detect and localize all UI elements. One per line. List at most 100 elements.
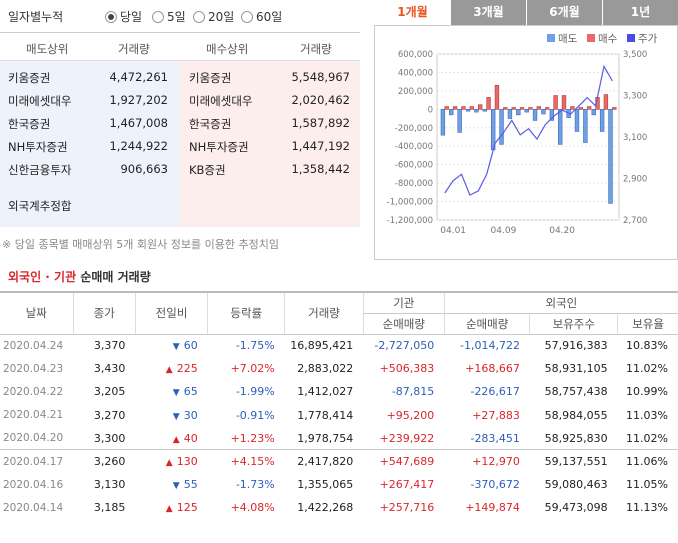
- cell-volume: 16,895,421: [290, 339, 354, 353]
- cell-foreign-ratio: 11.03%: [626, 408, 668, 422]
- trading-chart: 매도 매수 주가 600,000 400,000 200,000 0 -200,000 -400…: [374, 25, 678, 260]
- change-value: 125: [176, 501, 198, 515]
- cell-close: 3,185: [93, 501, 126, 515]
- cell-foreign-hold: 58,925,830: [544, 431, 608, 445]
- change-value: 130: [176, 455, 198, 469]
- cell-close: 3,205: [93, 385, 126, 399]
- cell-inst-net: +95,200: [386, 408, 435, 422]
- tab-3-month[interactable]: 3개월: [450, 0, 526, 25]
- sell-bar: [549, 109, 555, 121]
- table-row: 2020.04.14 3,185 ▲ 125 +4.08% 1,422,268 +257,7…: [0, 496, 678, 519]
- y-right-tick: 3,500: [623, 50, 647, 60]
- cell-foreign-hold: 58,931,105: [544, 362, 608, 376]
- cell-date: 2020.04.22: [3, 385, 64, 398]
- sell-bar: [516, 109, 521, 116]
- period-radio-today[interactable]: 당일: [105, 8, 142, 25]
- y-left-tick: -200,000: [395, 124, 433, 134]
- y-left-tick: -400,000: [395, 142, 433, 152]
- cell-foreign-ratio: 11.02%: [626, 431, 668, 445]
- cell-foreign-ratio: 11.05%: [626, 478, 668, 492]
- radio-label: 20일: [208, 10, 235, 24]
- period-radio-60d[interactable]: 60일: [241, 8, 282, 25]
- sell-broker-vol: 1,927,202: [109, 93, 168, 107]
- buy-broker-vol: 1,587,892: [291, 116, 350, 130]
- radio-label: 당일: [120, 10, 143, 24]
- tab-1-month[interactable]: 1개월: [374, 0, 450, 25]
- buy-bar: [452, 106, 458, 110]
- cell-foreign-hold: 58,984,055: [544, 408, 608, 422]
- cell-change: ▲ 225: [135, 357, 207, 380]
- triangle-down-icon: ▼: [172, 411, 180, 422]
- buy-bar: [545, 107, 550, 110]
- sell-bar: [532, 109, 538, 121]
- cell-change: ▲ 125: [135, 496, 207, 519]
- y-right-tick: 2,700: [623, 216, 647, 226]
- x-tick: 04.01: [440, 226, 466, 236]
- sell-broker-vol: 906,663: [120, 162, 168, 176]
- x-tick: 04.20: [549, 226, 575, 236]
- sell-bar: [558, 109, 563, 145]
- cell-inst-net: +506,383: [379, 362, 435, 376]
- cell-rate: -1.75%: [235, 339, 275, 353]
- buy-broker-name: 미래에셋대우: [189, 94, 253, 108]
- buy-panel: 키움증권 5,548,967 미래에셋대우 2,020,462 한국증권 1,5…: [180, 61, 360, 227]
- price-line: [444, 64, 613, 196]
- sell-broker-name: NH투자증권: [8, 140, 68, 154]
- buy-vol-header: 거래량: [300, 42, 332, 56]
- table-row: 2020.04.23 3,430 ▲ 225 +7.02% 2,883,022 +506,3…: [0, 357, 678, 380]
- cell-foreign-ratio: 11.02%: [626, 362, 668, 376]
- cell-rate: +1.23%: [230, 431, 275, 445]
- radio-icon: [193, 10, 205, 23]
- sell-bar: [608, 109, 613, 204]
- buy-bar: [461, 106, 466, 110]
- triangle-up-icon: ▲: [165, 365, 173, 376]
- cell-rate: +4.08%: [230, 501, 275, 515]
- table-row: 2020.04.16 3,130 ▼ 55 -1.73% 1,355,065 +267,41…: [0, 473, 678, 496]
- period-radio-5d[interactable]: 5일: [152, 8, 186, 25]
- header-close: 종가: [72, 291, 136, 335]
- y-left-tick: 0: [428, 105, 433, 115]
- buy-broker-name: 키움증권: [189, 71, 232, 85]
- cell-close: 3,260: [73, 449, 136, 474]
- table-body: 2020.04.24 3,370 ▼ 60 -1.75% 16,895,421 -2,727…: [0, 334, 678, 520]
- cell-volume: 1,978,754: [297, 431, 354, 445]
- cell-foreign-hold: 59,080,463: [544, 478, 608, 492]
- sell-bar: [507, 109, 513, 119]
- sell-broker-name: 한국증권: [8, 117, 51, 131]
- change-value: 225: [176, 362, 198, 376]
- cell-foreign-net: +27,883: [472, 408, 520, 422]
- cell-volume: 1,778,414: [297, 408, 354, 422]
- period-radio-20d[interactable]: 20일: [193, 8, 234, 25]
- table-row: 2020.04.17 3,260 ▲ 130 +4.15% 2,417,820 +547,6…: [0, 449, 678, 474]
- cell-change: ▼ 55: [135, 473, 207, 496]
- cell-change: ▼ 65: [135, 380, 207, 403]
- cell-volume: 2,417,820: [284, 449, 364, 474]
- cell-rate: +7.02%: [230, 362, 275, 376]
- broker-header: 매도상위 거래량 매수상위 거래량: [0, 32, 360, 61]
- cell-foreign-hold: 59,473,098: [544, 501, 608, 515]
- cell-change: ▼ 60: [135, 334, 207, 357]
- sell-broker-vol: 1,244,922: [109, 139, 168, 153]
- cell-close: 3,430: [93, 362, 126, 376]
- buy-broker-vol: 1,358,442: [291, 162, 350, 176]
- sell-bar: [440, 109, 446, 136]
- header-inst-net: 순매매량: [362, 313, 445, 335]
- cell-change: ▼ 30: [135, 404, 207, 427]
- tab-1-year[interactable]: 1년: [602, 0, 678, 25]
- cell-date: 2020.04.20: [3, 432, 64, 445]
- tab-6-month[interactable]: 6개월: [526, 0, 602, 25]
- buy-bar: [511, 107, 516, 110]
- sell-bar: [499, 109, 504, 145]
- cell-close: 3,130: [93, 478, 126, 492]
- cell-date: 2020.04.24: [3, 339, 64, 352]
- cell-date: 2020.04.14: [3, 501, 64, 514]
- sell-broker-name: 키움증권: [8, 71, 51, 85]
- cell-inst-net: -87,815: [391, 385, 435, 399]
- cell-volume: 1,355,065: [297, 478, 354, 492]
- sell-bar: [524, 109, 529, 113]
- y-left-tick: 400,000: [398, 68, 433, 78]
- change-value: 55: [183, 478, 198, 492]
- cell-date: 2020.04.17: [0, 449, 74, 474]
- buy-bar: [486, 97, 491, 110]
- sell-bar: [457, 109, 462, 133]
